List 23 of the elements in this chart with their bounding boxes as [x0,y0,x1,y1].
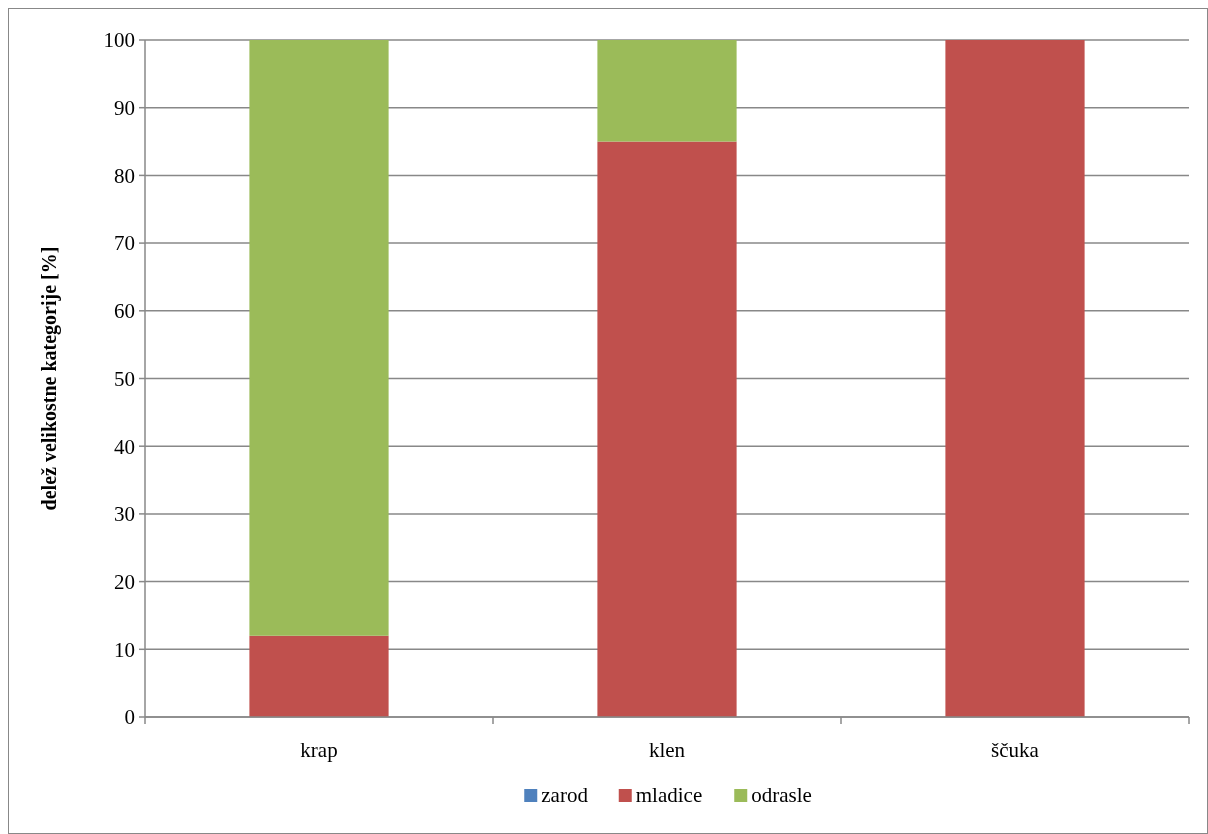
bar [597,141,737,717]
y-axis-title: delež velikostne kategorije [%] [38,246,61,511]
x-tick-label: ščuka [991,738,1040,762]
y-tick-label: 70 [114,231,135,256]
y-tick-label: 50 [114,366,135,391]
y-tick-label: 20 [114,569,135,594]
bar [945,40,1085,717]
bar [597,40,737,142]
bar [249,40,389,636]
y-tick-label: 30 [114,502,135,527]
x-tick-label: klen [648,738,686,762]
legend-label: odrasle [751,783,812,807]
legend-label: zarod [541,783,589,807]
y-tick-label: 80 [114,163,135,188]
bar [249,635,389,717]
y-tick-label: 60 [114,299,135,324]
y-tick-label: 10 [114,637,135,662]
legend-label: mladice [635,783,703,807]
y-tick-label: 100 [103,28,135,53]
x-tick-label: krap [300,738,338,762]
y-tick-label: 40 [114,434,135,459]
y-tick-label: 0 [124,705,135,730]
y-tick-label: 90 [114,96,135,121]
